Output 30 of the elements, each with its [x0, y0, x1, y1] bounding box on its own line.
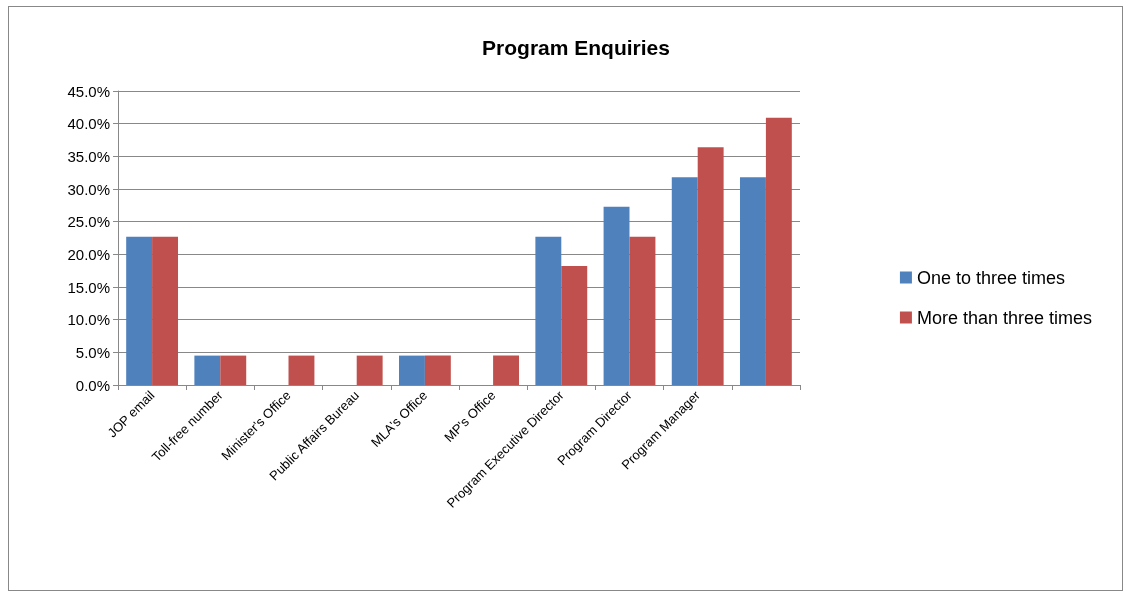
- y-tick-label: 35.0%: [67, 147, 110, 165]
- bar: [220, 355, 247, 385]
- y-tick-label: 10.0%: [67, 311, 110, 329]
- y-tick-label: 0.0%: [75, 376, 110, 394]
- bar: [356, 355, 383, 385]
- bar: [697, 147, 724, 385]
- bar: [493, 355, 520, 385]
- bar: [629, 236, 656, 385]
- y-tick-label: 15.0%: [67, 278, 110, 296]
- bar: [126, 236, 153, 385]
- legend-label: One to three times: [916, 267, 1065, 288]
- bar: [739, 177, 766, 385]
- bar: [152, 236, 179, 385]
- bar: [561, 266, 588, 385]
- bar: [603, 206, 630, 385]
- chart-title: Program Enquiries: [482, 36, 670, 59]
- bar: [765, 117, 792, 385]
- y-tick-label: 45.0%: [67, 82, 110, 100]
- bar: [671, 177, 698, 385]
- y-tick-label: 40.0%: [67, 115, 110, 133]
- bar: [424, 355, 451, 385]
- bar: [288, 355, 315, 385]
- bar: [535, 236, 562, 385]
- y-tick-label: 20.0%: [67, 245, 110, 263]
- bar: [194, 355, 221, 385]
- y-tick-label: 5.0%: [75, 343, 110, 361]
- legend-label: More than three times: [916, 307, 1092, 328]
- bar: [398, 355, 425, 385]
- y-tick-label: 30.0%: [67, 180, 110, 198]
- y-tick-label: 25.0%: [67, 213, 110, 231]
